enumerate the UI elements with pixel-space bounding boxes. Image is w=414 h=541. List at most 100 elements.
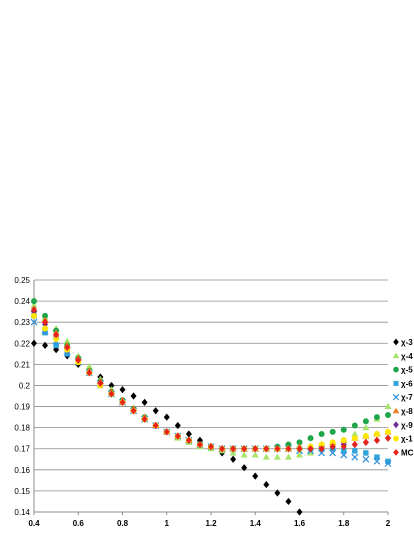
data-point bbox=[108, 381, 115, 390]
data-point bbox=[351, 430, 359, 437]
x-tick-label: 1.6 bbox=[294, 519, 306, 528]
data-point bbox=[241, 464, 248, 472]
data-point bbox=[340, 437, 347, 444]
data-point bbox=[384, 460, 392, 467]
data-point bbox=[240, 451, 248, 458]
x-tick-label: 1 bbox=[165, 519, 170, 528]
data-point bbox=[31, 298, 37, 305]
data-point bbox=[185, 430, 192, 438]
data-point bbox=[285, 441, 292, 448]
data-point bbox=[385, 428, 391, 435]
data-point bbox=[119, 398, 126, 406]
y-tick-label: 0.22 bbox=[14, 339, 30, 348]
data-point bbox=[152, 407, 159, 415]
legend-marker bbox=[392, 407, 400, 414]
data-point bbox=[174, 421, 181, 430]
data-point bbox=[63, 337, 71, 344]
data-point bbox=[263, 445, 270, 453]
y-tick-label: 0.25 bbox=[14, 276, 30, 285]
data-point bbox=[30, 301, 38, 308]
legend-marker bbox=[393, 421, 399, 429]
data-point bbox=[31, 339, 37, 347]
data-point bbox=[340, 451, 348, 459]
legend-marker bbox=[392, 352, 400, 359]
data-point bbox=[42, 341, 49, 349]
y-tick-label: 0.24 bbox=[14, 297, 30, 306]
data-point bbox=[307, 435, 314, 442]
data-point bbox=[252, 445, 259, 453]
data-point bbox=[53, 342, 59, 349]
y-tick-label: 0.19 bbox=[14, 403, 30, 412]
data-point bbox=[296, 451, 303, 458]
data-point bbox=[296, 439, 303, 446]
y-tick-label: 0.15 bbox=[14, 487, 30, 496]
data-point bbox=[362, 455, 370, 463]
data-point bbox=[42, 312, 49, 319]
data-point bbox=[318, 430, 325, 437]
data-point bbox=[30, 318, 38, 326]
data-point bbox=[75, 356, 82, 364]
gridlines bbox=[34, 279, 388, 513]
data-point bbox=[86, 369, 93, 377]
legend: χ-3 χ-4 χ-5 χ-6 χ-7 χ-8 χ-9 χ-1 MC bbox=[392, 338, 414, 457]
legend-label: χ-1 bbox=[401, 435, 413, 444]
y-tick-label: 0.2 bbox=[19, 381, 31, 390]
data-point bbox=[64, 351, 70, 357]
data-point bbox=[351, 422, 358, 429]
legend-marker bbox=[393, 449, 399, 456]
data-point bbox=[263, 480, 270, 489]
data-point bbox=[340, 443, 347, 451]
data-point bbox=[318, 441, 325, 448]
legend-label: χ-7 bbox=[401, 393, 413, 402]
data-point bbox=[130, 392, 137, 400]
data-point bbox=[219, 445, 226, 453]
data-point bbox=[163, 413, 170, 421]
data-point bbox=[329, 439, 336, 446]
y-tick-label: 0.21 bbox=[14, 360, 30, 369]
legend-marker bbox=[393, 366, 399, 373]
data-point bbox=[251, 451, 259, 458]
data-point bbox=[130, 407, 137, 415]
x-tick-label: 1.8 bbox=[338, 519, 350, 528]
data-point bbox=[340, 426, 347, 433]
legend-marker bbox=[392, 393, 400, 401]
data-point bbox=[97, 379, 104, 387]
legend-label: MC bbox=[401, 448, 414, 457]
data-point bbox=[329, 443, 336, 451]
data-point bbox=[230, 455, 237, 463]
y-tick-label: 0.18 bbox=[14, 424, 30, 433]
data-point bbox=[384, 403, 392, 410]
data-point bbox=[262, 453, 270, 460]
data-point bbox=[108, 390, 115, 398]
legend-label: χ-4 bbox=[401, 352, 413, 361]
legend-label: χ-8 bbox=[401, 407, 413, 416]
data-point bbox=[329, 449, 337, 457]
data-point bbox=[373, 430, 380, 437]
x-tick-label: 1.4 bbox=[250, 519, 262, 528]
y-tick-label: 0.16 bbox=[14, 466, 30, 475]
data-point bbox=[329, 428, 336, 435]
legend-label: χ-5 bbox=[401, 366, 413, 375]
data-point bbox=[119, 386, 126, 394]
x-tick-label: 0.4 bbox=[28, 519, 40, 528]
data-point bbox=[296, 445, 303, 453]
data-point bbox=[152, 421, 159, 430]
data-point bbox=[373, 457, 381, 465]
data-point bbox=[318, 449, 326, 457]
data-point bbox=[85, 362, 93, 369]
data-point bbox=[373, 414, 380, 421]
data-point bbox=[285, 445, 292, 453]
data-point bbox=[174, 432, 181, 440]
data-point bbox=[385, 434, 391, 442]
data-point bbox=[274, 445, 281, 453]
data-point bbox=[42, 318, 49, 326]
y-tick-label: 0.23 bbox=[14, 318, 30, 327]
legend-label: χ-3 bbox=[401, 338, 413, 347]
data-point bbox=[362, 424, 370, 431]
data-point bbox=[341, 448, 347, 454]
data-point bbox=[351, 440, 358, 449]
legend-marker bbox=[393, 338, 399, 346]
